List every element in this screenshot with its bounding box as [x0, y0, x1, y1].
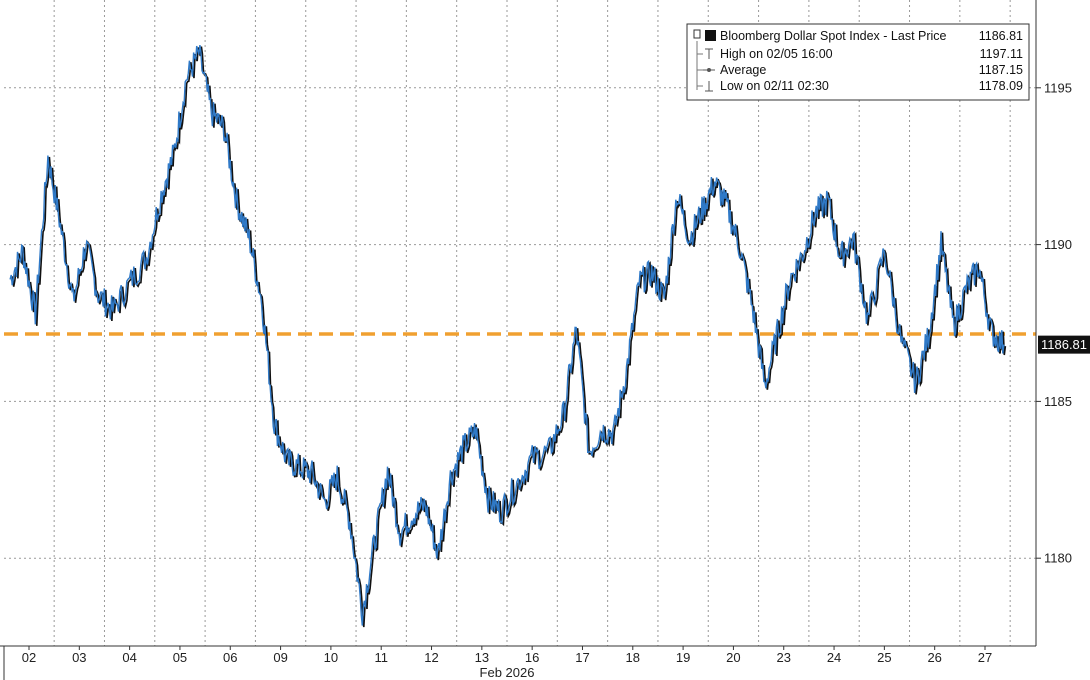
legend-row-label: High on 02/05 16:00 [720, 47, 833, 61]
average-marker-icon [703, 68, 715, 72]
legend-row-value: 1197.11 [980, 47, 1023, 61]
x-tick-label: 12 [424, 650, 438, 665]
x-tick-label: 13 [475, 650, 489, 665]
x-tick-label: 03 [72, 650, 86, 665]
y-tick-label: 1185 [1044, 394, 1072, 409]
legend-row-label: Average [720, 63, 766, 77]
x-tick-label: 04 [122, 650, 136, 665]
x-tick-label: 17 [575, 650, 589, 665]
legend-row-value: 1187.15 [979, 63, 1023, 77]
x-tick-label: 02 [22, 650, 36, 665]
legend-row-value: 1178.09 [979, 79, 1023, 93]
price-line-shadow [10, 46, 1007, 628]
x-tick-label: 18 [626, 650, 640, 665]
last-price-tag-layer: 1186.81 [1038, 335, 1090, 354]
last-price-tag [1038, 335, 1090, 354]
legend-box [686, 23, 1030, 101]
legend: Bloomberg Dollar Spot Index - Last Price… [686, 23, 1030, 101]
x-tick-label: 24 [827, 650, 841, 665]
legend-title: Bloomberg Dollar Spot Index - Last Price [720, 29, 947, 43]
x-tick-label: 09 [273, 650, 287, 665]
x-tick-label: 23 [777, 650, 791, 665]
x-tick-label: 16 [525, 650, 539, 665]
low-marker-icon [705, 81, 713, 92]
y-tick-label: 1180 [1044, 551, 1072, 566]
y-tick-label: 1190 [1044, 237, 1072, 252]
last-price-tag-label: 1186.81 [1041, 337, 1087, 352]
x-tick-label: 06 [223, 650, 237, 665]
x-tick-label: 25 [877, 650, 891, 665]
x-tick-label: 27 [978, 650, 992, 665]
high-marker-icon [705, 48, 713, 59]
x-tick-label: 05 [173, 650, 187, 665]
legend-row-label: Low on 02/11 02:30 [720, 79, 829, 93]
x-tick-label: 10 [324, 650, 338, 665]
x-tick-label: 11 [374, 650, 388, 665]
series-layer [9, 45, 1007, 628]
y-tick-label: 1195 [1044, 80, 1072, 95]
x-axis-title: Feb 2026 [480, 665, 535, 680]
legend-title-value: 1186.81 [979, 29, 1023, 43]
price-line [9, 45, 1005, 626]
x-tick-label: 26 [927, 650, 941, 665]
x-tick-label: 20 [726, 650, 740, 665]
x-tick-label: 19 [676, 650, 690, 665]
collapse-box-icon [693, 29, 701, 39]
series-swatch-icon [705, 30, 716, 41]
